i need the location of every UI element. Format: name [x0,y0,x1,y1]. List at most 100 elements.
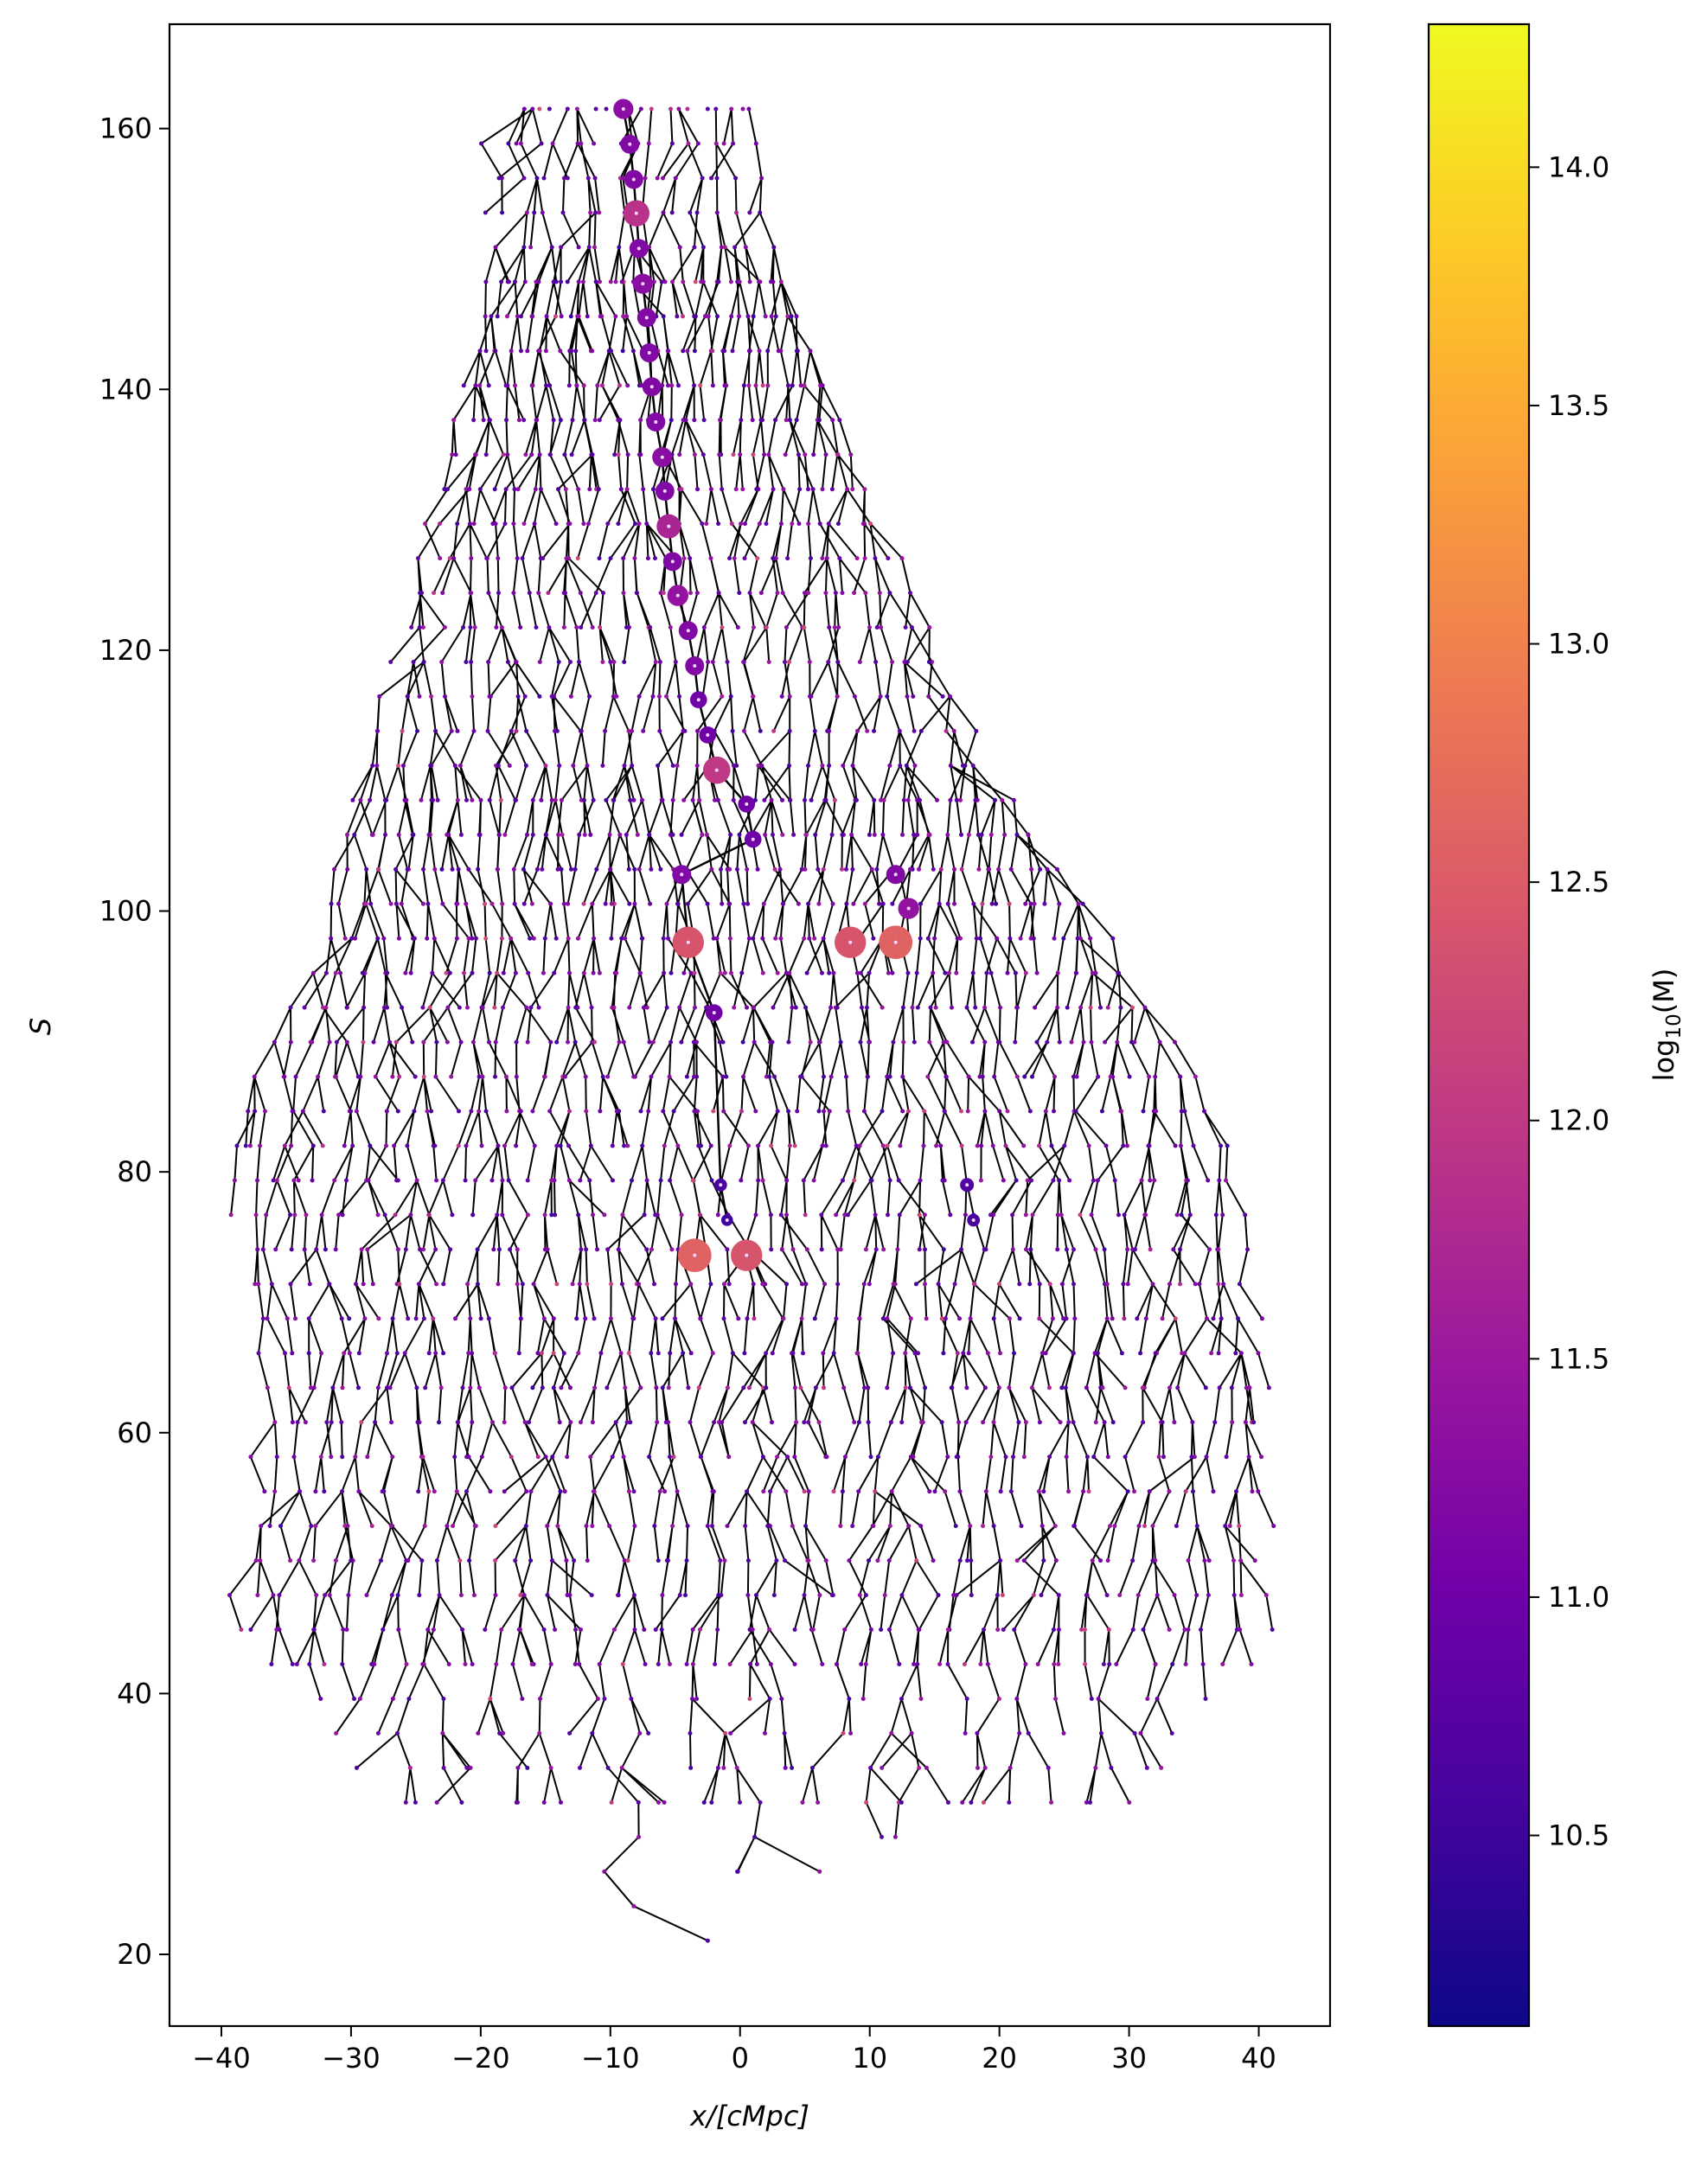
halo-node [923,1385,928,1391]
side-halo-center [893,940,898,944]
halo-node [1056,1627,1061,1632]
halo-node [800,1800,805,1805]
halo-node [1259,1455,1263,1460]
halo-node [912,832,917,837]
halo-node [258,1558,263,1563]
halo-node [917,1247,922,1252]
halo-node [493,1039,498,1045]
halo-node [421,660,426,664]
halo-node [256,1351,261,1356]
halo-node [499,1627,504,1632]
halo-node [981,1524,985,1529]
halo-node [608,866,613,872]
halo-node [750,1627,755,1632]
halo-node [1023,1420,1028,1425]
halo-node [741,1074,745,1079]
halo-node [621,591,626,596]
halo-node [982,1039,988,1045]
halo-node [1202,1558,1207,1563]
halo-node [676,383,681,388]
halo-node [496,556,501,561]
halo-node [289,1143,294,1148]
halo-node [368,901,374,906]
halo-node [787,1143,792,1148]
halo-node [850,487,855,492]
halo-node [1209,1351,1214,1356]
halo-node [675,1489,680,1494]
halo-node [728,970,733,975]
halo-node [1025,1178,1030,1183]
halo-node [429,1109,434,1114]
halo-node [710,383,715,388]
halo-node [1143,1316,1148,1321]
halo-node [567,348,573,354]
halo-node [692,245,697,250]
halo-node [356,1385,361,1391]
halo-node [246,1109,251,1114]
halo-node [1211,1489,1216,1494]
halo-node [509,728,514,733]
halo-node [577,660,581,664]
halo-node [477,487,483,492]
halo-node [587,487,592,492]
halo-node [951,1593,956,1598]
halo-node [737,591,742,596]
halo-node [427,1005,432,1010]
halo-node [580,279,585,285]
halo-node [726,1455,732,1460]
halo-node [790,383,795,388]
halo-node [637,866,642,872]
halo-node [740,487,745,492]
halo-node [1116,970,1122,975]
halo-node [762,452,767,457]
halo-node [1116,1212,1121,1218]
halo-node [720,1039,726,1045]
halo-node [559,797,564,802]
halo-node [739,1178,744,1183]
halo-node [530,832,535,837]
main-branch-halo-center [693,664,697,668]
halo-node [300,1109,305,1114]
halo-node [611,1627,617,1632]
halo-node [323,1593,328,1598]
halo-node [537,348,542,354]
halo-node [867,970,872,975]
halo-node [451,1524,456,1529]
halo-node [679,487,684,492]
halo-node [746,106,752,112]
halo-node [523,1524,528,1529]
halo-node [539,1351,544,1356]
halo-node [313,1489,318,1494]
halo-node [887,1074,892,1079]
halo-node [560,832,565,837]
halo-node [1018,936,1023,941]
halo-node [547,452,553,457]
halo-node [467,521,472,527]
halo-node [822,1109,826,1114]
halo-node [1200,1662,1206,1666]
halo-node [959,832,963,837]
halo-node [914,970,919,975]
halo-node [291,1109,296,1114]
halo-node [755,866,760,872]
halo-node [636,1800,641,1805]
halo-node [720,348,726,354]
halo-node [698,383,703,388]
halo-node [821,866,826,872]
halo-node [505,314,509,319]
halo-node [545,1593,550,1598]
halo-node [987,866,992,872]
halo-node [661,210,666,215]
halo-node [662,1489,668,1494]
side-halo-center [745,1253,749,1257]
halo-node [573,866,578,872]
halo-node [858,970,863,975]
halo-node [699,1455,704,1460]
halo-node [521,418,527,423]
halo-node [974,728,979,733]
halo-node [332,866,336,872]
halo-node [513,383,517,388]
halo-node [585,176,591,181]
halo-node [399,901,404,906]
halo-node [1238,1593,1244,1598]
